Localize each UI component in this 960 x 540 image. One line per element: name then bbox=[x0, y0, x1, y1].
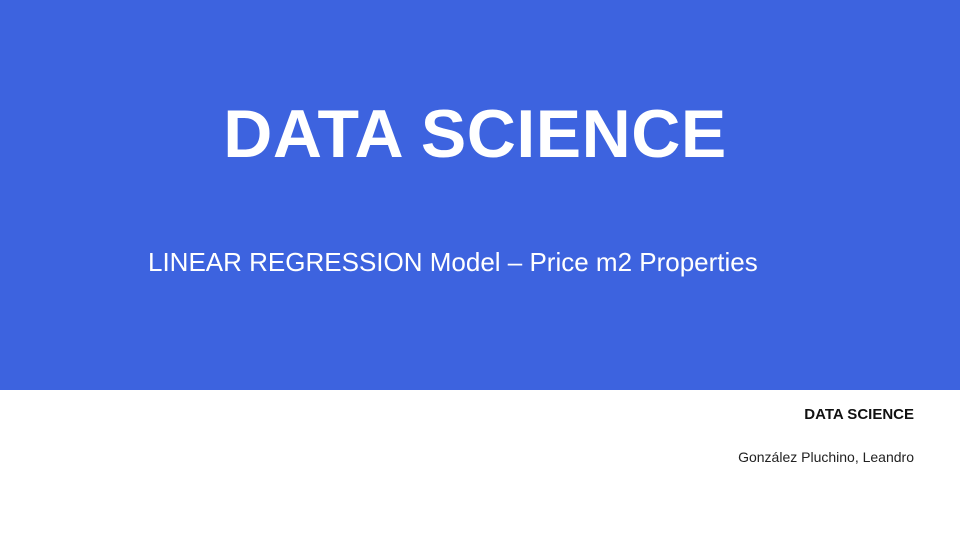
footer-author-name: González Pluchino, Leandro bbox=[738, 449, 914, 465]
slide-subtitle: LINEAR REGRESSION Model – Price m2 Prope… bbox=[148, 247, 758, 277]
slide-title: DATA SCIENCE bbox=[223, 96, 727, 172]
footer-course-title: DATA SCIENCE bbox=[804, 406, 914, 423]
title-banner: DATA SCIENCE LINEAR REGRESSION Model – P… bbox=[0, 0, 960, 390]
